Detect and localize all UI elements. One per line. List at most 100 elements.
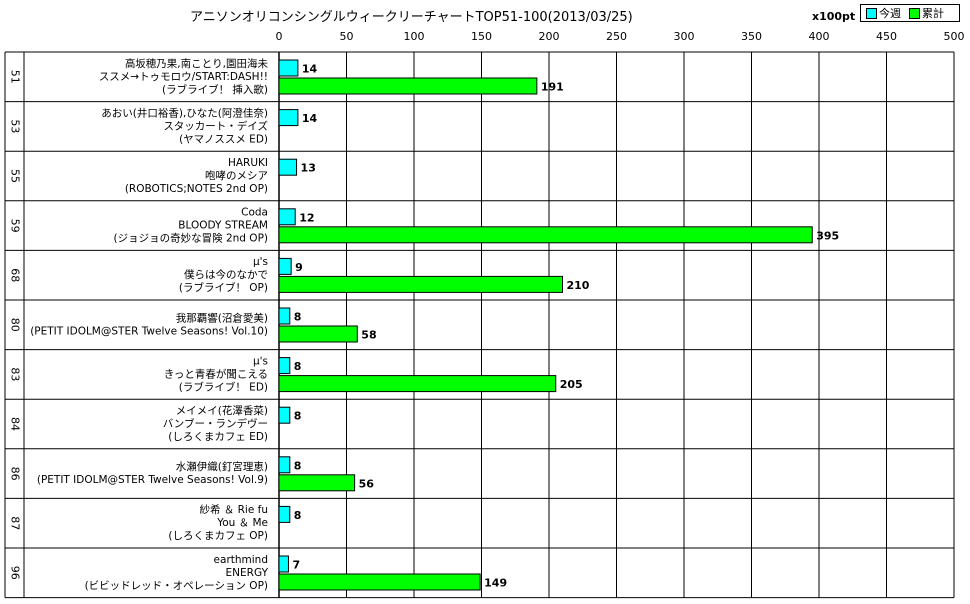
row-label-line: メイメイ(花澤香菜)	[176, 404, 268, 417]
data-label-week: 8	[294, 360, 302, 373]
row-label-line: (しろくまカフェ OP)	[168, 530, 268, 542]
row-label-line: きっと青春が聞こえる	[164, 367, 268, 380]
data-label-total: 56	[359, 477, 375, 490]
x-tick-label: 100	[404, 30, 425, 43]
row-label-line: (ビビッドレッド・オペレーション OP)	[85, 580, 268, 592]
rank-label: 86	[9, 467, 22, 481]
data-label-week: 12	[299, 211, 314, 224]
data-label-week: 8	[294, 410, 302, 423]
data-label-week: 7	[292, 559, 300, 572]
row-label-line: あおい(井口裕香),ひなた(阿澄佳奈)	[101, 106, 268, 119]
bar-total	[278, 474, 356, 492]
legend-item-total: 累計	[909, 5, 944, 21]
x-tick-label: 250	[606, 30, 627, 43]
legend-swatch-total	[909, 7, 920, 19]
bar-week	[278, 158, 298, 176]
x-tick-label: 500	[944, 30, 965, 43]
bar-total	[278, 275, 563, 293]
bar-total	[278, 226, 813, 244]
x-tick-label: 50	[340, 30, 354, 43]
data-label-week: 13	[301, 162, 316, 175]
data-label-week: 8	[294, 459, 302, 472]
bar-week	[278, 307, 291, 325]
bar-week	[278, 456, 291, 474]
x-tick-label: 350	[741, 30, 762, 43]
rank-label: 84	[9, 417, 22, 431]
row-label-line: earthmind	[214, 554, 268, 566]
data-label-week: 8	[294, 311, 302, 324]
x-tick-label: 200	[539, 30, 560, 43]
bar-week	[278, 555, 289, 573]
row-label-line: (ジョジョの奇妙な冒険 2nd OP)	[114, 232, 268, 245]
legend: 今週 累計	[860, 4, 960, 22]
row-label-line: 水瀬伊織(釘宮理恵)	[176, 460, 268, 473]
bar-week	[278, 208, 296, 226]
row-label-line: (ラブライブ！ ED)	[179, 380, 268, 393]
row-label-line: BLOODY STREAM	[178, 220, 268, 232]
rank-label: 68	[9, 268, 22, 282]
data-label-week: 8	[294, 509, 302, 522]
row-label-line: ENERGY	[226, 567, 269, 579]
rank-label: 53	[9, 119, 22, 133]
row-label-line: バンブー・ランデヴー	[163, 417, 268, 430]
row-label-line: μ's	[253, 256, 268, 268]
rank-label: 96	[9, 566, 22, 580]
data-label-week: 9	[295, 261, 303, 274]
x-tick-label: 0	[276, 30, 283, 43]
chart-title: アニソンオリコンシングルウィークリーチャートTOP51-100(2013/03/…	[190, 10, 633, 25]
row-label-line: μ's	[253, 355, 268, 367]
data-label-total: 210	[567, 279, 590, 292]
x-tick-label: 150	[471, 30, 492, 43]
bar-week	[278, 109, 299, 127]
data-label-week: 14	[302, 112, 318, 125]
bar-total	[278, 77, 538, 95]
bar-week	[278, 357, 291, 375]
bar-total	[278, 573, 481, 591]
row-label-line: スタッカート・デイズ	[163, 119, 268, 132]
bar-total	[278, 375, 557, 393]
legend-swatch-week	[866, 7, 877, 19]
data-label-total: 191	[541, 81, 564, 94]
row-label-line: HARUKI	[228, 157, 268, 169]
rank-label: 83	[9, 367, 22, 381]
bar-week	[278, 257, 292, 275]
row-label-line: (ヤマノススメ ED)	[179, 133, 268, 145]
row-label-line: 我那覇響(沼倉愛美)	[176, 311, 268, 324]
row-label-line: (PETIT IDOLM@STER Twelve Seasons! Vol.10…	[30, 325, 268, 337]
bar-week	[278, 505, 291, 523]
row-label-line: (ラブライブ！ 挿入歌)	[162, 83, 268, 96]
rank-label: 87	[9, 516, 22, 530]
data-label-total: 395	[816, 229, 839, 242]
row-label-line: (ラブライブ！ OP)	[179, 281, 268, 294]
bar-week	[278, 406, 291, 424]
data-label-total: 58	[361, 329, 376, 342]
x-tick-label: 400	[809, 30, 830, 43]
rank-label: 80	[9, 318, 22, 332]
x-tick-label: 300	[674, 30, 695, 43]
legend-label-total: 累計	[922, 7, 944, 20]
bar-total	[278, 325, 358, 343]
legend-label-week: 今週	[879, 7, 901, 20]
bar-week	[278, 59, 299, 77]
rank-label: 59	[9, 219, 22, 233]
row-label-line: (PETIT IDOLM@STER Twelve Seasons! Vol.9)	[37, 474, 268, 486]
row-label-line: 高坂穂乃果,南ことり,園田海未	[125, 57, 269, 70]
row-label-line: ススメ→トゥモロウ/START:DASH!!	[99, 71, 268, 83]
row-label-line: 紗希 ＆ Rie fu	[199, 503, 268, 516]
row-label-line: Coda	[241, 207, 268, 219]
x-tick-label: 450	[876, 30, 897, 43]
rank-label: 51	[9, 70, 22, 84]
row-label-line: 咆哮のメシア	[205, 169, 268, 182]
data-label-total: 205	[560, 378, 583, 391]
rank-label: 55	[9, 169, 22, 183]
data-label-week: 14	[302, 63, 318, 76]
row-label-line: (ROBOTICS;NOTES 2nd OP)	[125, 183, 268, 195]
row-label-line: (しろくまカフェ ED)	[168, 431, 268, 443]
row-label-line: 僕らは今のなかで	[184, 268, 268, 281]
unit-label: x100pt	[812, 10, 856, 23]
data-label-total: 149	[484, 577, 507, 590]
row-label-line: You ＆ Me	[216, 517, 268, 529]
legend-item-week: 今週	[866, 5, 901, 21]
